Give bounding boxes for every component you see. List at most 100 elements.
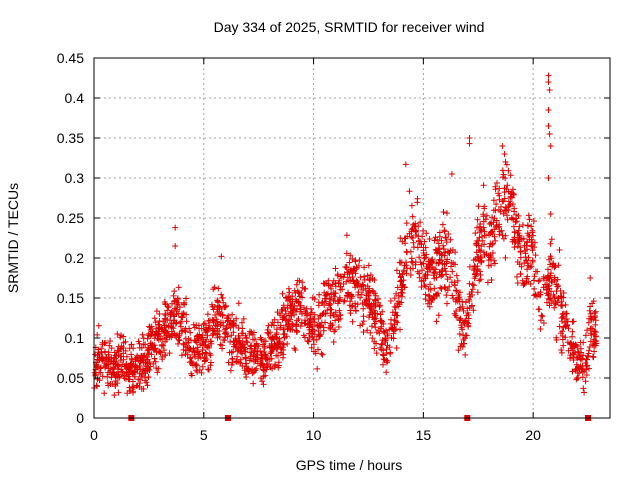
data-point (540, 320, 547, 326)
data-point (530, 218, 537, 225)
data-point (96, 350, 103, 357)
data-point (304, 338, 311, 344)
data-point (340, 298, 347, 305)
data-point (227, 338, 234, 345)
data-point (175, 340, 181, 347)
data-point (268, 322, 275, 328)
data-point (438, 268, 445, 275)
data-point (584, 356, 590, 363)
data-point (139, 331, 146, 338)
data-point (577, 339, 584, 346)
data-point (287, 326, 294, 333)
data-point (380, 361, 386, 368)
data-point (176, 337, 183, 344)
data-point (418, 278, 425, 285)
data-point (410, 221, 417, 228)
data-point (545, 107, 552, 113)
data-point (508, 190, 515, 196)
data-point (251, 336, 258, 343)
data-point (218, 306, 225, 312)
data-point (513, 218, 520, 225)
data-point (586, 344, 593, 350)
data-point (422, 254, 429, 261)
data-point (328, 291, 335, 298)
data-point (451, 279, 458, 286)
data-point (555, 262, 562, 269)
data-point (161, 299, 168, 305)
x-tick-label: 15 (416, 427, 432, 443)
data-point (130, 378, 136, 385)
data-point (551, 304, 558, 311)
data-point (260, 366, 266, 373)
data-point (328, 306, 335, 313)
data-point (343, 232, 350, 239)
data-point (398, 259, 405, 266)
data-point (259, 378, 266, 385)
data-point (355, 289, 362, 296)
data-point (332, 317, 339, 324)
data-point (279, 340, 286, 347)
data-point (203, 356, 210, 363)
data-point (281, 334, 288, 341)
data-point (234, 353, 241, 360)
data-point (377, 344, 384, 351)
data-point (134, 352, 141, 359)
data-point (214, 318, 221, 325)
data-point (248, 329, 255, 336)
data-point (435, 312, 442, 319)
data-point (294, 317, 300, 324)
data-point (547, 211, 554, 217)
data-point (441, 228, 448, 235)
data-point (284, 298, 291, 304)
data-point (143, 363, 150, 370)
data-point (449, 247, 456, 253)
data-point (173, 319, 180, 326)
data-point (319, 311, 326, 318)
data-point (531, 277, 537, 284)
data-point (532, 252, 539, 259)
data-point (311, 319, 318, 326)
data-point (94, 383, 100, 390)
data-point (459, 343, 466, 350)
data-point (175, 284, 182, 291)
data-point (110, 355, 117, 362)
data-point (107, 338, 114, 344)
data-point (586, 307, 593, 314)
data-point (197, 341, 204, 348)
data-point (109, 381, 116, 387)
data-point (587, 275, 594, 281)
data-point (489, 240, 496, 247)
data-point (366, 287, 373, 294)
data-point (484, 279, 491, 286)
data-point (209, 325, 216, 332)
data-point (246, 367, 252, 374)
data-point (332, 280, 339, 287)
data-point (135, 376, 142, 383)
data-point (462, 351, 469, 358)
data-point (546, 302, 553, 309)
data-point (367, 329, 374, 336)
data-point (162, 352, 169, 359)
data-point (366, 300, 373, 307)
data-point (383, 327, 389, 334)
data-point (558, 349, 565, 356)
data-point (563, 316, 570, 322)
data-point (390, 327, 397, 334)
data-point (360, 305, 367, 312)
data-point (156, 333, 163, 340)
data-point (568, 341, 575, 348)
data-point (127, 368, 133, 375)
data-point (551, 274, 558, 281)
data-point (184, 351, 191, 358)
data-point (280, 354, 286, 361)
data-point (241, 367, 248, 374)
data-point (523, 279, 530, 286)
data-point (438, 285, 445, 292)
data-point (105, 361, 112, 368)
data-point (378, 341, 385, 348)
data-point (260, 373, 267, 380)
data-point (537, 326, 544, 332)
x-axis-label: GPS time / hours (296, 457, 403, 473)
data-point (353, 308, 359, 314)
